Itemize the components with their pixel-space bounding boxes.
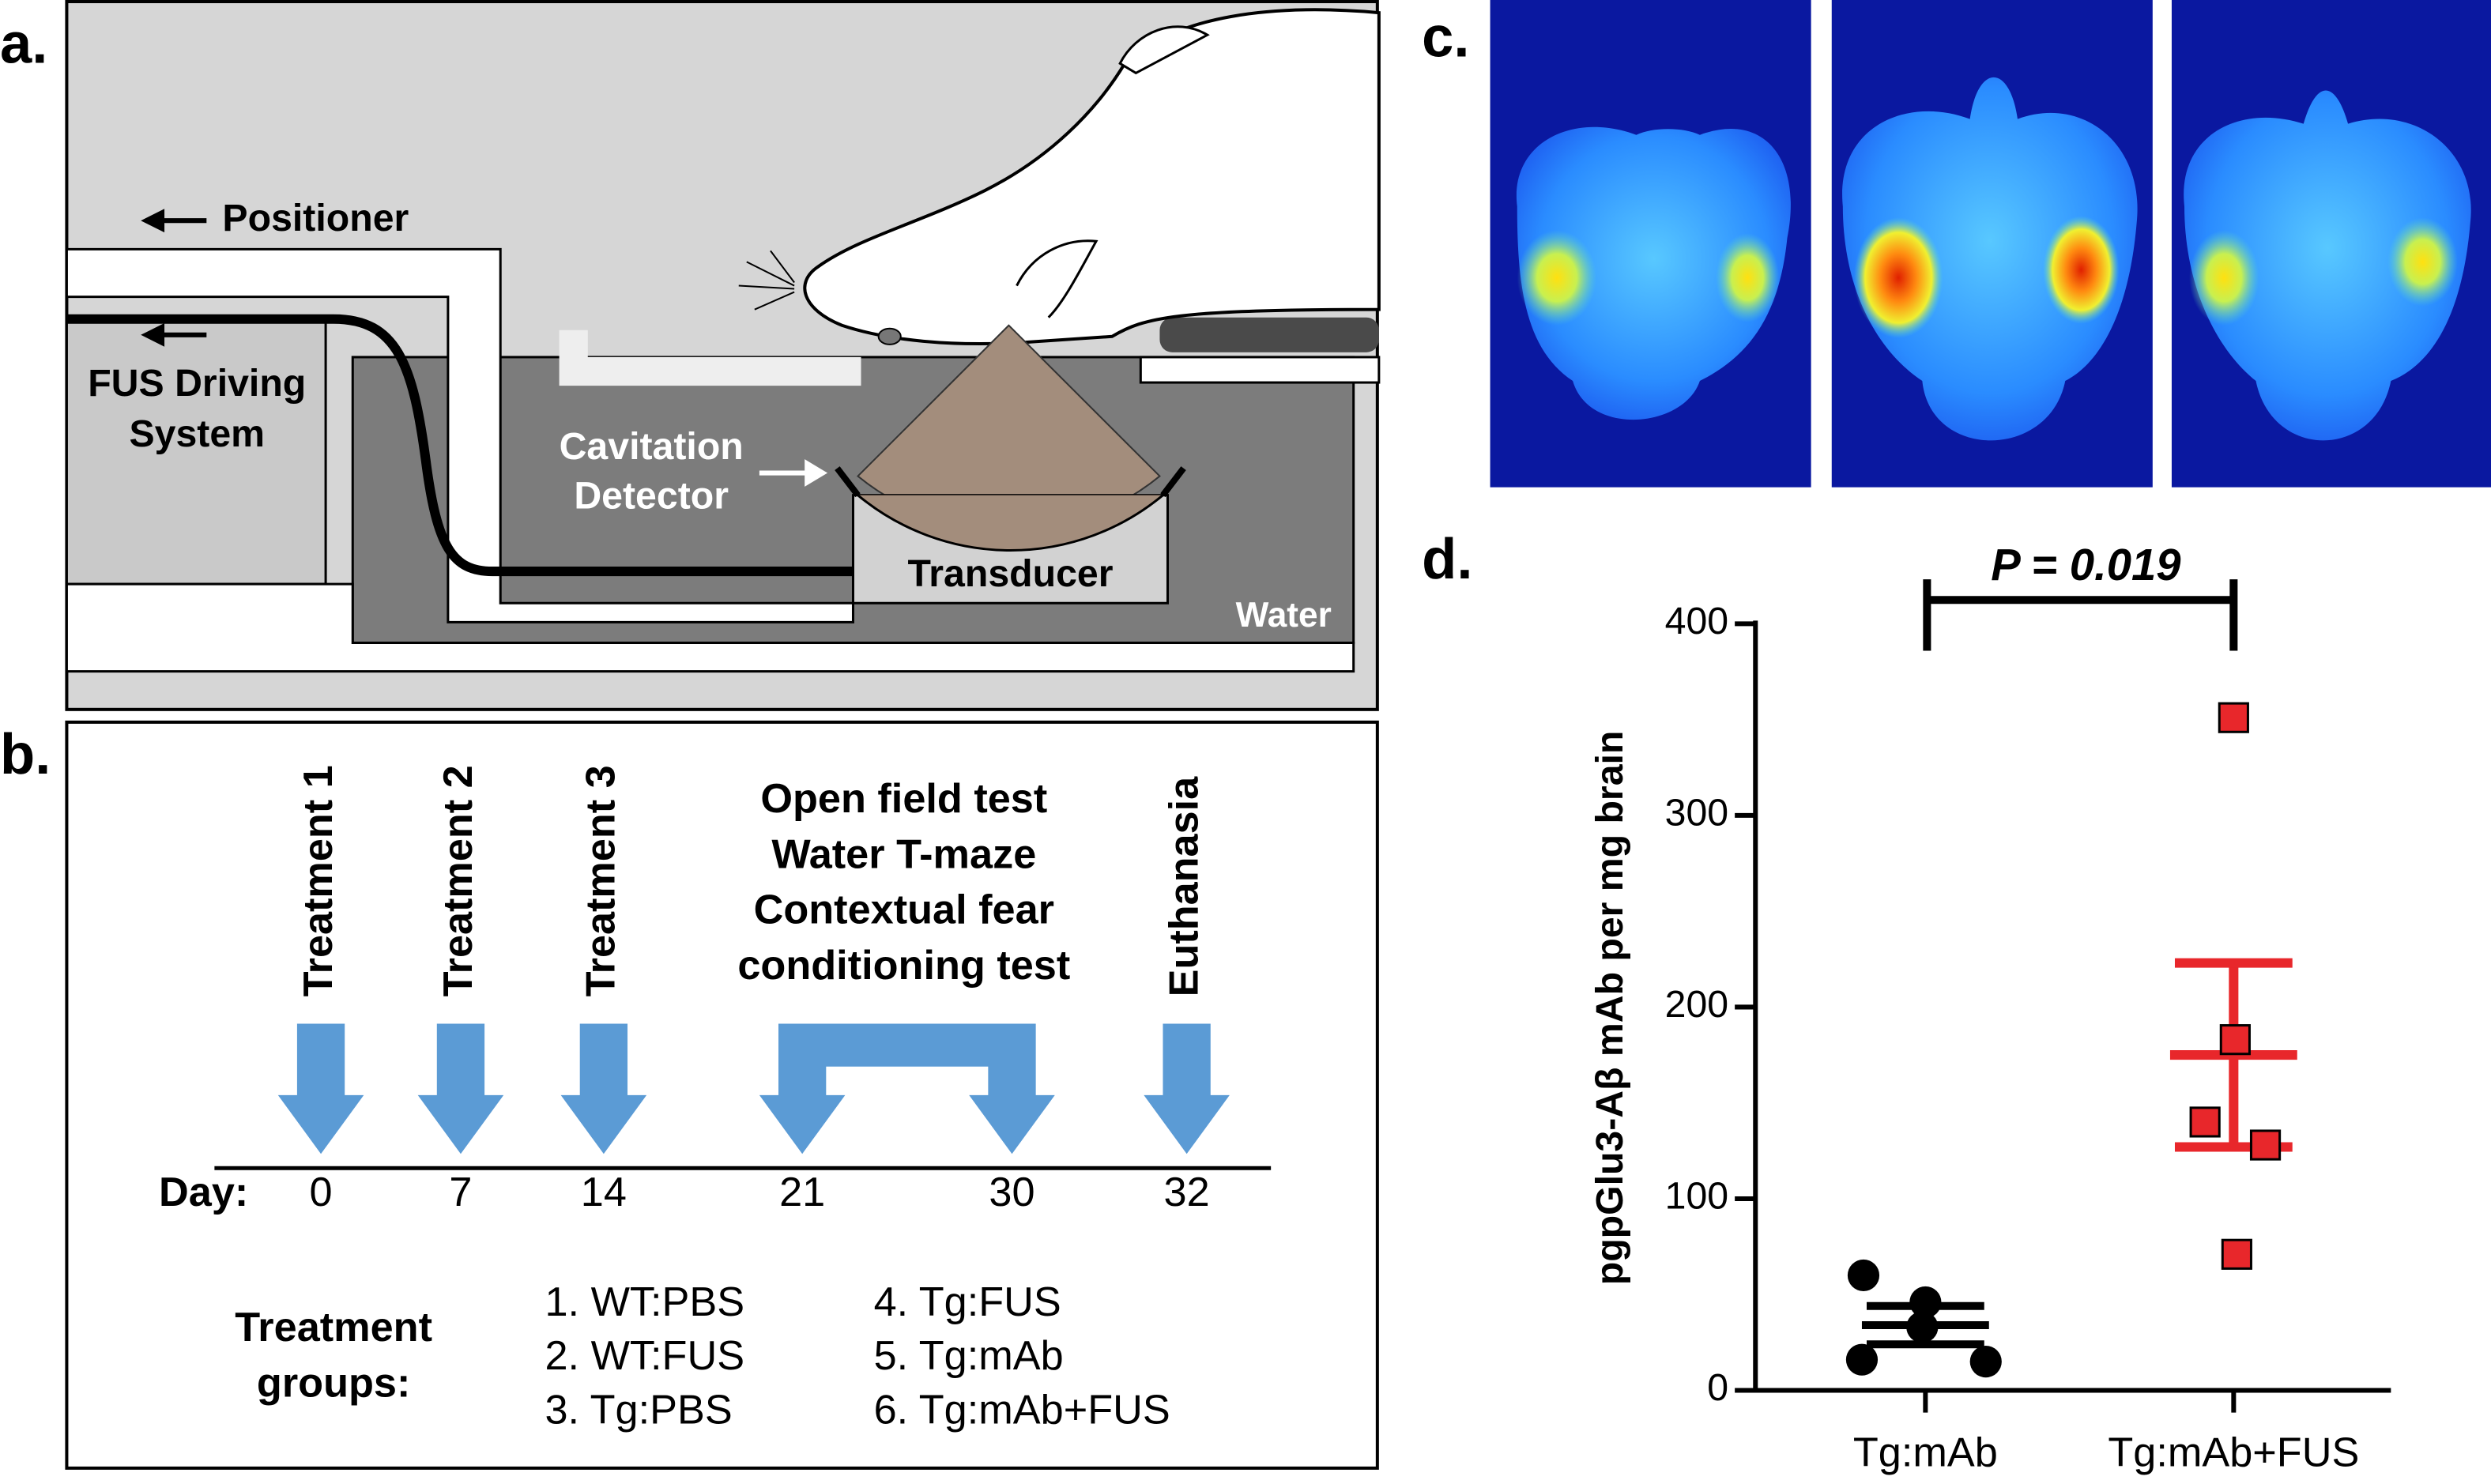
- timeline-arrow: [277, 1023, 364, 1154]
- event-label: Treatment 1: [296, 765, 341, 996]
- label: FUS Driving: [88, 362, 306, 405]
- panel-c: c.: [1422, 0, 2491, 488]
- data-point: [2249, 1129, 2282, 1161]
- data-point: [1845, 1343, 1879, 1376]
- event-label: Water T-maze: [771, 831, 1036, 877]
- group-item: 6. Tg:mAb+FUS: [874, 1387, 1170, 1433]
- y-tick-label: 100: [1665, 1175, 1728, 1218]
- data-point: [1909, 1286, 1942, 1319]
- whiskers: [738, 250, 795, 311]
- arrow: [141, 322, 207, 347]
- day-number: 30: [989, 1169, 1034, 1215]
- day-number: 21: [779, 1169, 825, 1215]
- day-number: 32: [1164, 1169, 1210, 1215]
- transducer-face: [857, 494, 1164, 552]
- label: Water: [1236, 596, 1332, 635]
- p-value: P = 0.019: [1991, 540, 2181, 589]
- y-axis-title: pgpGlu3-Aβ mAb per mg brain: [1588, 731, 1631, 1286]
- timeline-arrow: [417, 1023, 504, 1154]
- stage: [1159, 317, 1379, 352]
- driving-system-block: [65, 316, 327, 586]
- platform: [559, 330, 861, 386]
- x-tick-label: Tg:mAb+FUS: [2108, 1430, 2359, 1476]
- group-item: 2. WT:FUS: [545, 1333, 745, 1379]
- mouse-paw: [1118, 25, 1210, 75]
- data-point: [2189, 1106, 2221, 1138]
- significance-bracket: [1923, 579, 2238, 651]
- x-tick-label: Tg:mAb: [1853, 1430, 1998, 1476]
- label: Positioner: [222, 197, 409, 239]
- event-label: conditioning test: [737, 943, 1070, 989]
- arrow: [141, 209, 207, 233]
- data-point: [2221, 1238, 2252, 1270]
- y-tick-label: 200: [1665, 983, 1728, 1026]
- cable: [66, 314, 858, 577]
- day-label: Day:: [159, 1169, 248, 1215]
- data-point: [1906, 1311, 1939, 1343]
- data-point: [2219, 1024, 2251, 1056]
- data-point: [1847, 1259, 1880, 1292]
- timeline-arrow: [560, 1023, 647, 1154]
- day-number: 14: [581, 1169, 627, 1215]
- y-tick-label: 0: [1707, 1366, 1728, 1409]
- panel-label: a.: [0, 12, 47, 75]
- day-number: 7: [449, 1169, 472, 1215]
- group-item: 5. Tg:mAb: [874, 1333, 1064, 1379]
- y-tick-label: 400: [1665, 600, 1728, 642]
- label: Detector: [574, 474, 729, 517]
- event-label: Treatment 3: [578, 765, 624, 996]
- label: System: [129, 412, 265, 455]
- brain-image: [2171, 0, 2491, 488]
- panel-b: b. Day: Treatment groups: Treatment 1 0 Tr…: [0, 720, 1379, 1470]
- groups-title: groups:: [257, 1360, 410, 1406]
- arrow: [759, 459, 828, 487]
- label: Cavitation: [560, 425, 744, 468]
- panel-label: b.: [0, 723, 51, 786]
- panel-label: c.: [1422, 6, 1469, 69]
- brain-image: [1831, 0, 2153, 488]
- panel-d: d. pgpGlu3-Aβ mAb per mg brain P = 0.019…: [1422, 528, 2391, 1476]
- panel-a: a. Positioner FUS Driving System Cavitat…: [0, 0, 1381, 711]
- event-label: Contextual fear: [754, 887, 1054, 933]
- data-point: [1969, 1346, 2002, 1378]
- cavitation-detector: [835, 466, 1186, 498]
- groups-title: Treatment: [235, 1305, 432, 1350]
- positioner-arm: [65, 247, 854, 623]
- timeline-arrow: [759, 1023, 1055, 1154]
- base-plate: [65, 582, 1355, 673]
- label: Transducer: [907, 552, 1113, 595]
- holder: [1139, 356, 1381, 384]
- brain-image: [1490, 0, 1811, 488]
- mouse-eye: [877, 327, 902, 345]
- event-label: Treatment 2: [435, 765, 481, 996]
- group-item: 1. WT:PBS: [545, 1279, 745, 1325]
- group-item: 4. Tg:FUS: [874, 1279, 1061, 1325]
- panel-label: d.: [1422, 528, 1472, 591]
- data-point: [2218, 702, 2249, 733]
- mouse-ear: [1016, 239, 1099, 318]
- event-label: Open field test: [760, 776, 1047, 822]
- event-label: Euthanasia: [1161, 776, 1207, 997]
- timeline-arrow: [1144, 1023, 1230, 1154]
- group-item: 3. Tg:PBS: [545, 1387, 733, 1433]
- y-tick-label: 300: [1665, 792, 1728, 834]
- day-number: 0: [310, 1169, 333, 1215]
